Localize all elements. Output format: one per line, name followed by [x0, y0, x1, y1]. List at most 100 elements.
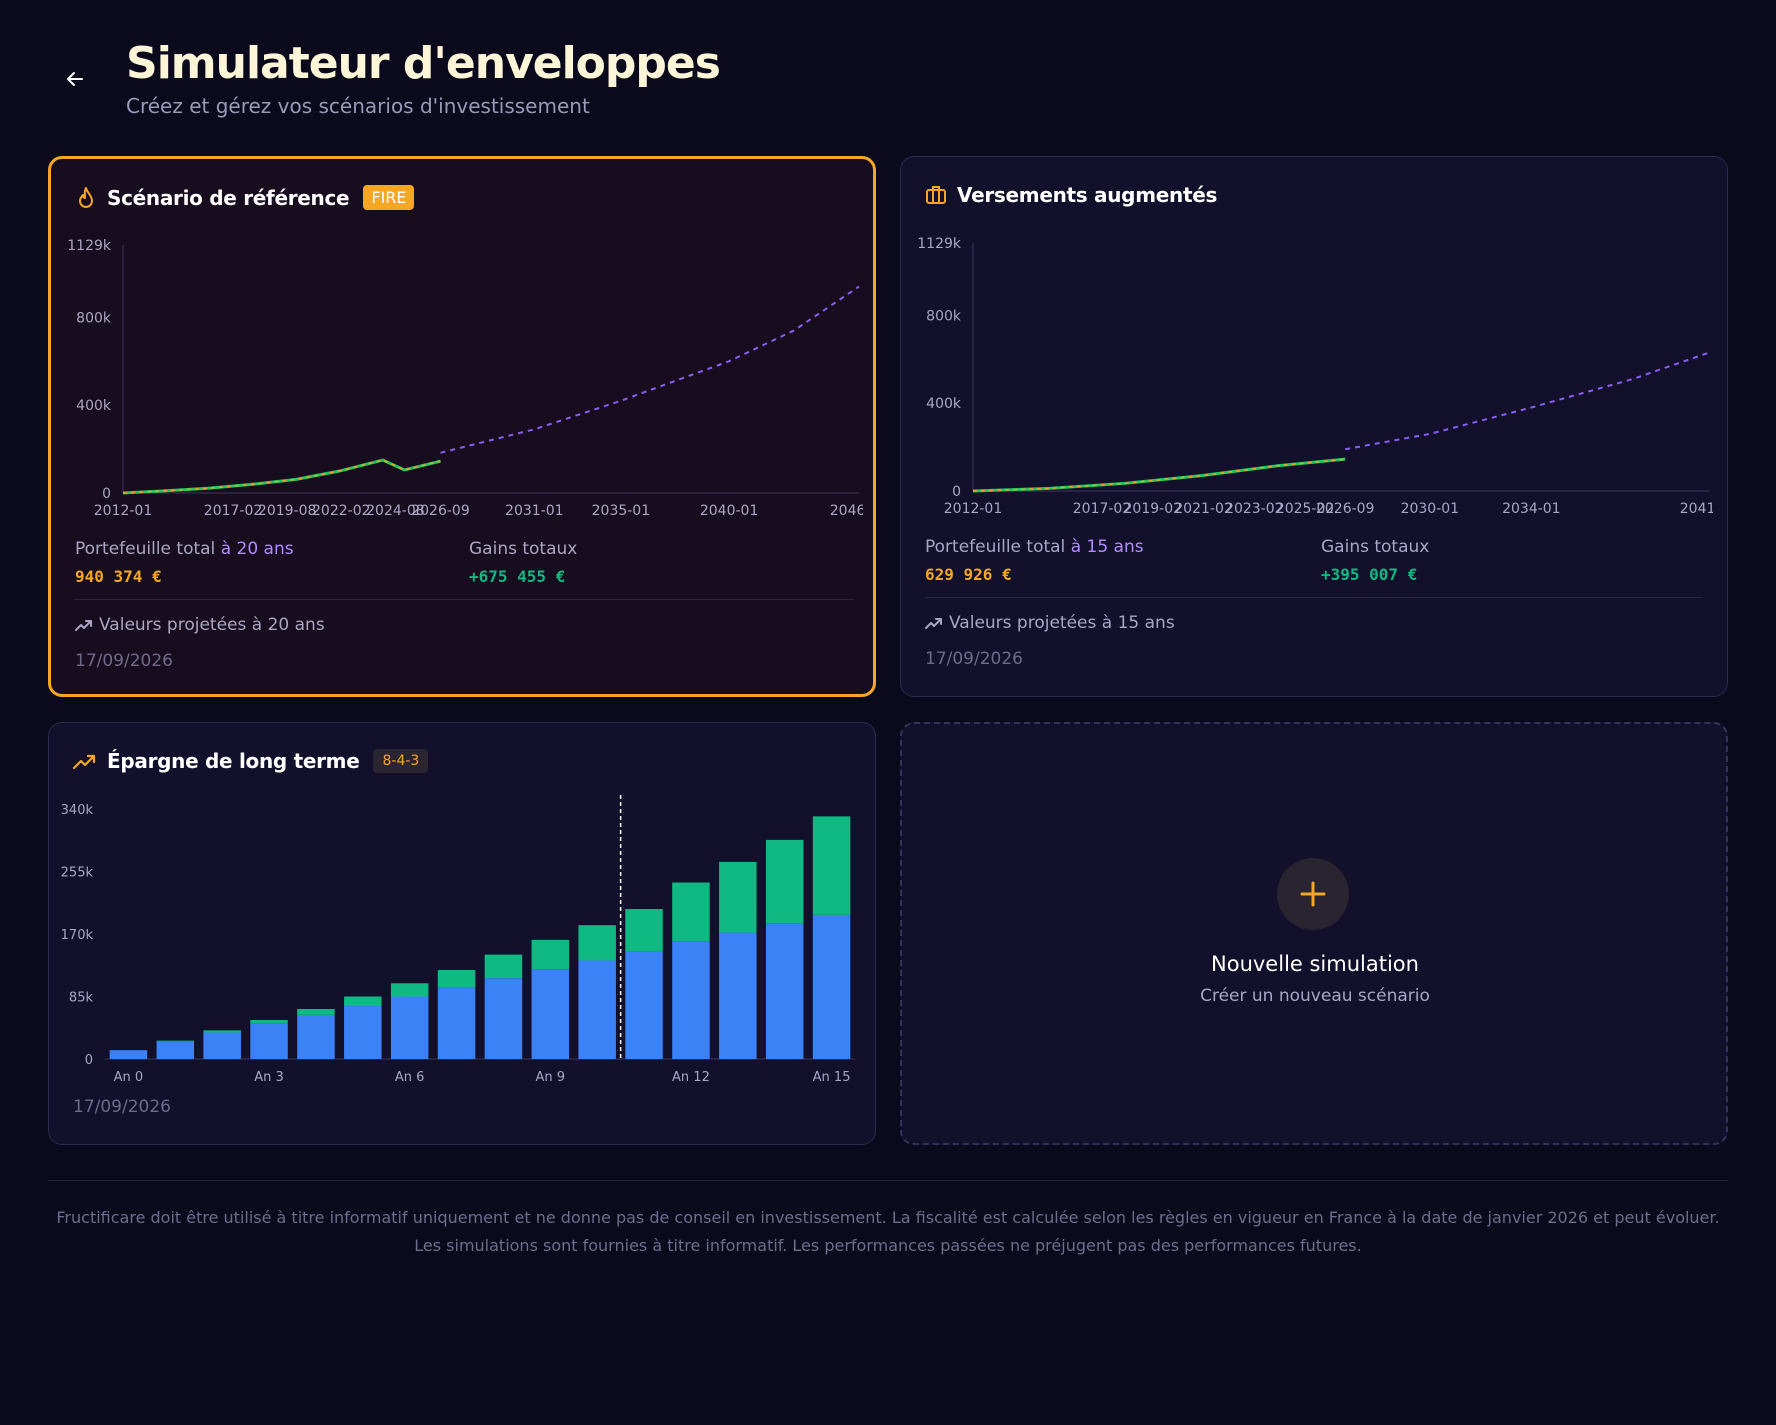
gains-label: Gains totaux [1321, 537, 1430, 557]
portfolio-value: 940 374 € [75, 567, 162, 586]
gains-value: +675 455 € [469, 567, 566, 586]
bar-gains [437, 970, 476, 988]
fire-badge: FIRE [363, 185, 415, 210]
x-tick-label: 2026-09 [411, 503, 470, 519]
bar-contributions [719, 932, 757, 1059]
arrow-left-icon [67, 72, 83, 86]
card-date: 17/09/2026 [75, 651, 173, 671]
x-tick-label: 2017-02 [1073, 501, 1132, 517]
divider [75, 599, 853, 600]
plus-icon [1300, 881, 1326, 907]
savings-bar-chart: 340k 255k 170k 85k 0 An 0 An 3 An 6 An 9 An 12 An … [61, 795, 855, 1083]
projection-line [1345, 351, 1710, 451]
card-title: Scénario de référence [107, 185, 350, 210]
x-tick-label: 2023-02 [1225, 501, 1284, 517]
bar-contributions [672, 941, 710, 1059]
x-tick-label: 2034-01 [1502, 501, 1561, 517]
horizon-label: à 20 ans [220, 539, 294, 559]
x-tick-label: An 15 [813, 1070, 851, 1083]
x-tick-label: 2041-01 [1680, 501, 1713, 517]
bar-gains [344, 996, 382, 1007]
x-tick-label: 2022-02 [312, 503, 371, 519]
back-button[interactable] [58, 62, 92, 96]
bar-gains [297, 1009, 335, 1015]
bar-gains [250, 1020, 288, 1024]
projection-note: Valeurs projetées à 20 ans [75, 615, 325, 635]
portfolio-label: Portefeuille total à 15 ans [925, 537, 1144, 557]
x-tick-label: An 0 [114, 1070, 144, 1083]
bar-gains [672, 882, 710, 942]
x-tick-label: 2017-02 [204, 503, 263, 519]
bar-contributions [344, 1006, 382, 1059]
x-tick-label: An 3 [254, 1070, 284, 1083]
y-tick-label: 400k [76, 398, 112, 414]
flame-icon [79, 186, 93, 208]
gains-label: Gains totaux [469, 539, 578, 559]
x-tick-label: 2019-02 [1124, 501, 1183, 517]
bar-gains [484, 954, 523, 979]
x-tick-label: An 9 [536, 1070, 566, 1083]
x-tick-label: 2012-01 [94, 503, 153, 519]
bar-contributions [484, 978, 523, 1059]
x-tick-label: 2019-08 [258, 503, 317, 519]
bar-gains [390, 983, 429, 997]
scenario-card-increased-contributions[interactable]: Versements augmentés 1129k 800k 400k 0 2012-… [900, 156, 1728, 697]
page-title: Simulateur d'enveloppes [126, 38, 721, 89]
scenario-card-long-term-savings[interactable]: Épargne de long terme 8-4-3 340k 255k 170k… [48, 722, 876, 1145]
gains-value: +395 007 € [1321, 565, 1418, 584]
trending-up-icon [925, 618, 942, 629]
trending-up-icon [73, 754, 96, 770]
bar-contributions [297, 1014, 335, 1059]
card-title: Versements augmentés [957, 183, 1218, 207]
bar-contributions [109, 1050, 148, 1059]
bar-gains [719, 861, 757, 933]
bar-contributions [390, 996, 429, 1059]
y-tick-label: 800k [926, 308, 962, 324]
bar-contributions [578, 960, 616, 1059]
new-simulation-card[interactable]: Nouvelle simulation Créer un nouveau scé… [900, 722, 1728, 1145]
scenario-card-reference[interactable]: Scénario de référence FIRE 1129k 800k 400k… [48, 156, 876, 697]
bar-contributions [812, 914, 851, 1059]
rule-badge: 8-4-3 [373, 749, 429, 773]
x-tick-label: An 12 [672, 1070, 710, 1083]
x-tick-label: 2031-01 [505, 503, 564, 519]
bar-gains [156, 1040, 195, 1042]
historical-line-overlay [122, 459, 441, 494]
new-simulation-title: Nouvelle simulation [1211, 952, 1419, 976]
y-tick-label: 340k [61, 803, 93, 818]
x-tick-label: 2035-01 [592, 503, 651, 519]
y-tick-label: 170k [61, 928, 93, 943]
trending-up-icon [75, 620, 92, 631]
x-tick-label: 2046-01 [830, 503, 863, 519]
new-simulation-subtitle: Créer un nouveau scénario [1200, 986, 1430, 1006]
bar-gains [625, 909, 663, 952]
bar-contributions [531, 969, 570, 1059]
portfolio-label: Portefeuille total à 20 ans [75, 539, 294, 559]
bar-gains [765, 839, 804, 924]
x-tick-label: 2030-01 [1401, 501, 1460, 517]
page-subtitle: Créez et gérez vos scénarios d'investiss… [126, 94, 590, 118]
x-tick-label: 2021-02 [1174, 501, 1233, 517]
y-tick-label: 1129k [67, 238, 112, 254]
y-tick-label: 255k [61, 866, 93, 881]
historical-line [972, 457, 1346, 493]
y-tick-label: 0 [952, 484, 961, 500]
x-tick-label: 2026-09 [1316, 501, 1375, 517]
bar-gains [203, 1030, 241, 1033]
bar-contributions [765, 923, 804, 1059]
y-tick-label: 0 [85, 1053, 93, 1068]
divider [925, 597, 1703, 598]
portfolio-value: 629 926 € [925, 565, 1012, 584]
projection-line [440, 285, 860, 454]
new-simulation-button[interactable] [1277, 858, 1349, 930]
y-tick-label: 85k [69, 991, 94, 1006]
bar-contributions [437, 987, 476, 1059]
card-date: 17/09/2026 [925, 649, 1023, 669]
x-tick-label: 2025-02 [1276, 501, 1335, 517]
briefcase-icon [926, 186, 946, 204]
horizon-label: à 15 ans [1070, 537, 1144, 557]
x-tick-label: 2040-01 [700, 503, 759, 519]
x-tick-label: An 6 [395, 1070, 425, 1083]
